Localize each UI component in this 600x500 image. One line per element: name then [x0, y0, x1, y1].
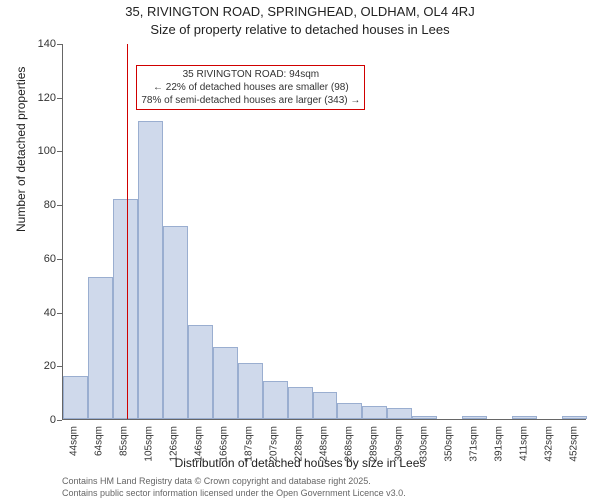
y-tick-label: 60 — [0, 253, 62, 265]
chart-title-line2: Size of property relative to detached ho… — [0, 22, 600, 37]
y-tick-label: 20 — [0, 360, 62, 372]
y-tick-label: 140 — [0, 38, 62, 50]
histogram-bar — [113, 199, 138, 419]
x-axis-label: Distribution of detached houses by size … — [0, 456, 600, 470]
histogram-bar — [337, 403, 362, 419]
histogram-bar — [412, 416, 437, 419]
x-tick-label: 44sqm — [69, 426, 80, 456]
footer-line1: Contains HM Land Registry data © Crown c… — [62, 476, 371, 486]
histogram-bar — [362, 406, 387, 419]
histogram-bar — [387, 408, 412, 419]
x-tick-label: 85sqm — [119, 426, 130, 456]
histogram-bar — [263, 381, 288, 419]
histogram-bar — [63, 376, 88, 419]
y-tick-label: 40 — [0, 307, 62, 319]
annotation-line1: 35 RIVINGTON ROAD: 94sqm — [141, 68, 360, 81]
marker-line — [127, 44, 128, 419]
histogram-bar — [88, 277, 113, 419]
plot-area: 35 RIVINGTON ROAD: 94sqm ← 22% of detach… — [62, 44, 586, 420]
histogram-bar — [288, 387, 313, 419]
chart-title-line1: 35, RIVINGTON ROAD, SPRINGHEAD, OLDHAM, … — [0, 4, 600, 19]
annotation-line2: ← 22% of detached houses are smaller (98… — [141, 81, 360, 94]
y-tick-label: 120 — [0, 92, 62, 104]
histogram-bar — [462, 416, 487, 419]
annotation-box: 35 RIVINGTON ROAD: 94sqm ← 22% of detach… — [136, 65, 365, 110]
histogram-bar — [188, 325, 213, 419]
histogram-bar — [313, 392, 338, 419]
y-tick-mark — [57, 420, 62, 421]
y-tick-label: 100 — [0, 145, 62, 157]
histogram-bar — [562, 416, 587, 419]
chart-container: 35, RIVINGTON ROAD, SPRINGHEAD, OLDHAM, … — [0, 0, 600, 500]
annotation-line3: 78% of semi-detached houses are larger (… — [141, 94, 360, 107]
x-tick-label: 64sqm — [94, 426, 105, 456]
y-tick-label: 80 — [0, 199, 62, 211]
histogram-bar — [238, 363, 263, 419]
histogram-bar — [512, 416, 537, 419]
histogram-bar — [213, 347, 238, 420]
y-tick-label: 0 — [0, 414, 62, 426]
footer-line2: Contains public sector information licen… — [62, 488, 406, 498]
histogram-bar — [163, 226, 188, 419]
histogram-bar — [138, 121, 163, 419]
